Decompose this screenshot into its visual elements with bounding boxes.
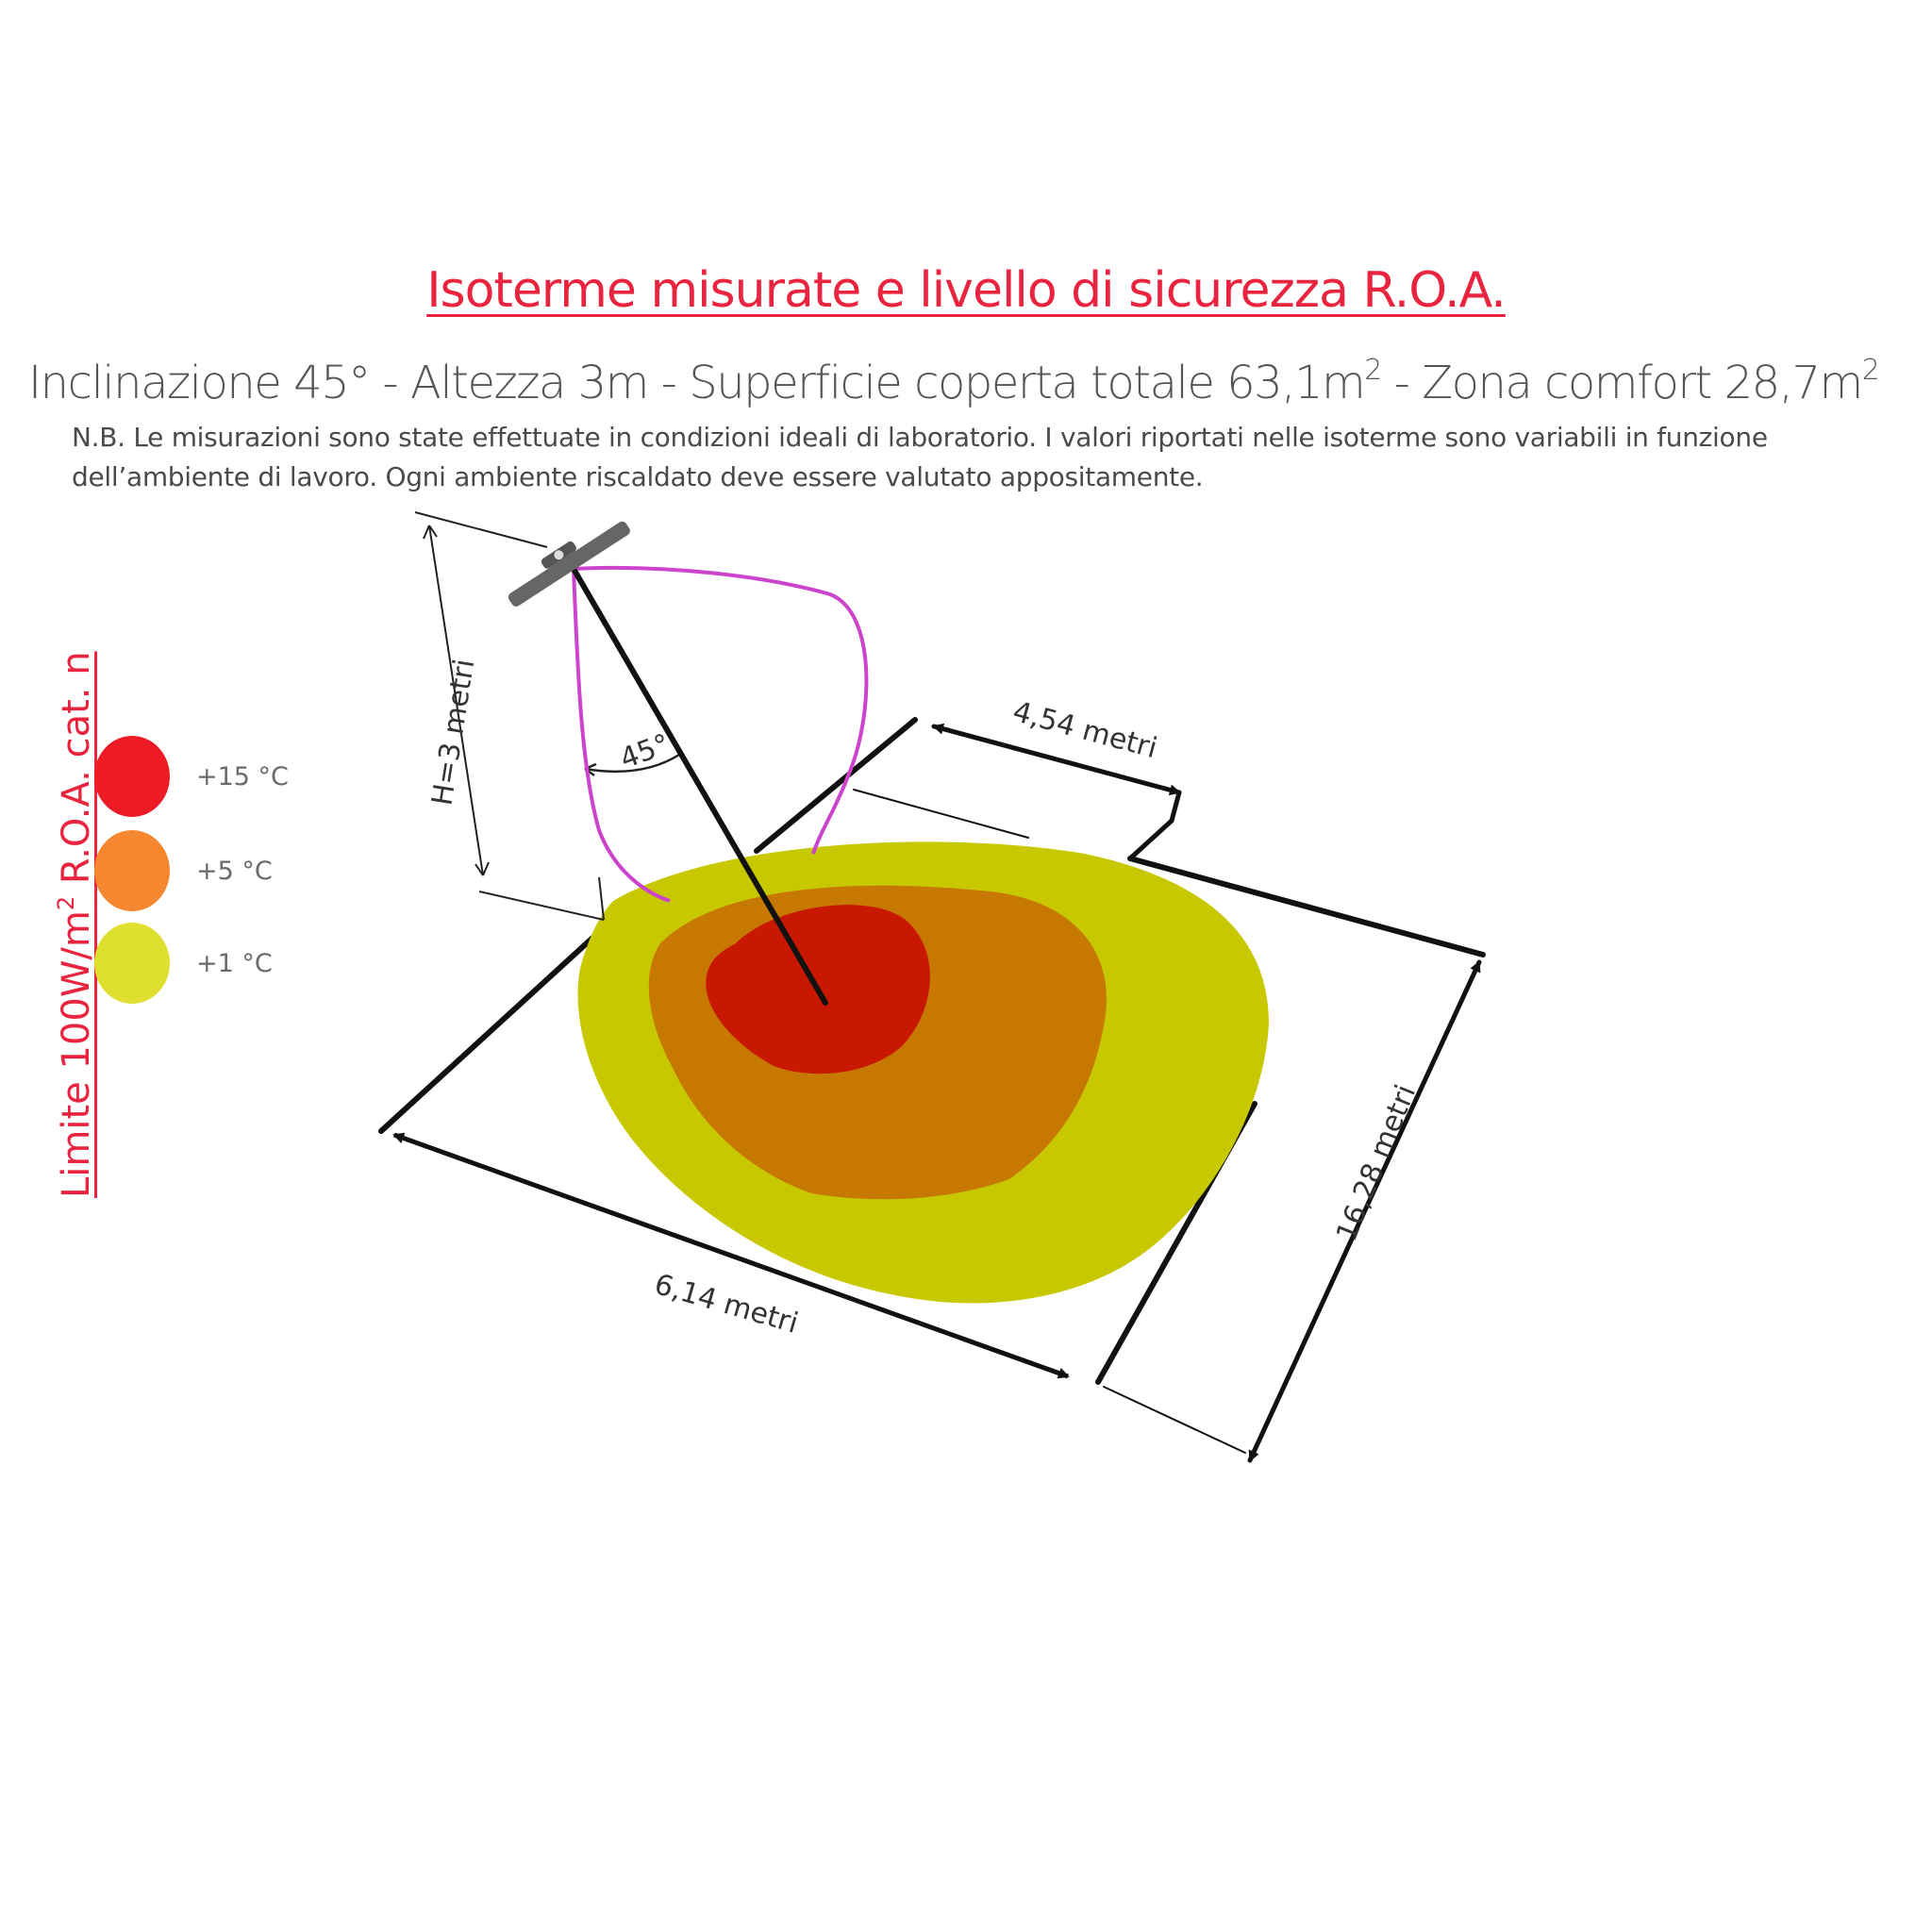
floor-outline xyxy=(378,717,1486,1385)
depth-label: 16,28 metri xyxy=(1330,1080,1423,1246)
page-title: Isoterme misurate e livello di sicurezza… xyxy=(426,262,1507,319)
legend-item-5: +5 °C xyxy=(94,830,396,915)
subtitle: Inclinazione 45° - Altezza 3m - Superfic… xyxy=(28,354,1915,410)
heater-axis-line xyxy=(571,566,828,1006)
legend-label-1: +1 °C xyxy=(196,949,273,978)
subtitle-superscript-2: 2 xyxy=(1861,354,1880,387)
top-width-dimension xyxy=(853,723,1182,861)
legend-item-15: +15 °C xyxy=(94,736,396,821)
disclaimer-note: N.B. Le misurazioni sono state effettuat… xyxy=(72,422,1768,492)
bottom-width-label: 6,14 metri xyxy=(651,1268,802,1341)
legend-swatch-5 xyxy=(94,830,170,911)
height-label: H=3 metri xyxy=(425,657,481,808)
angle-label: 45° xyxy=(616,727,675,775)
height-dimension xyxy=(414,511,605,921)
subtitle-text-1: Inclinazione 45° - Altezza 3m - Superfic… xyxy=(28,357,1366,409)
legend-label-5: +5 °C xyxy=(196,857,273,886)
subtitle-superscript-1: 2 xyxy=(1364,354,1382,387)
depth-dimension xyxy=(1103,959,1482,1463)
legend-swatch-1 xyxy=(94,923,170,1004)
bottom-width-dimension xyxy=(392,1132,1070,1379)
heat-beam-outline xyxy=(572,565,869,903)
legend-item-1: +1 °C xyxy=(94,923,396,1008)
legend-label-15: +15 °C xyxy=(196,762,289,791)
subtitle-text-2: - Zona comfort 28,7m xyxy=(1380,357,1864,409)
heater-icon xyxy=(508,521,630,607)
legend-swatch-15 xyxy=(94,736,170,817)
